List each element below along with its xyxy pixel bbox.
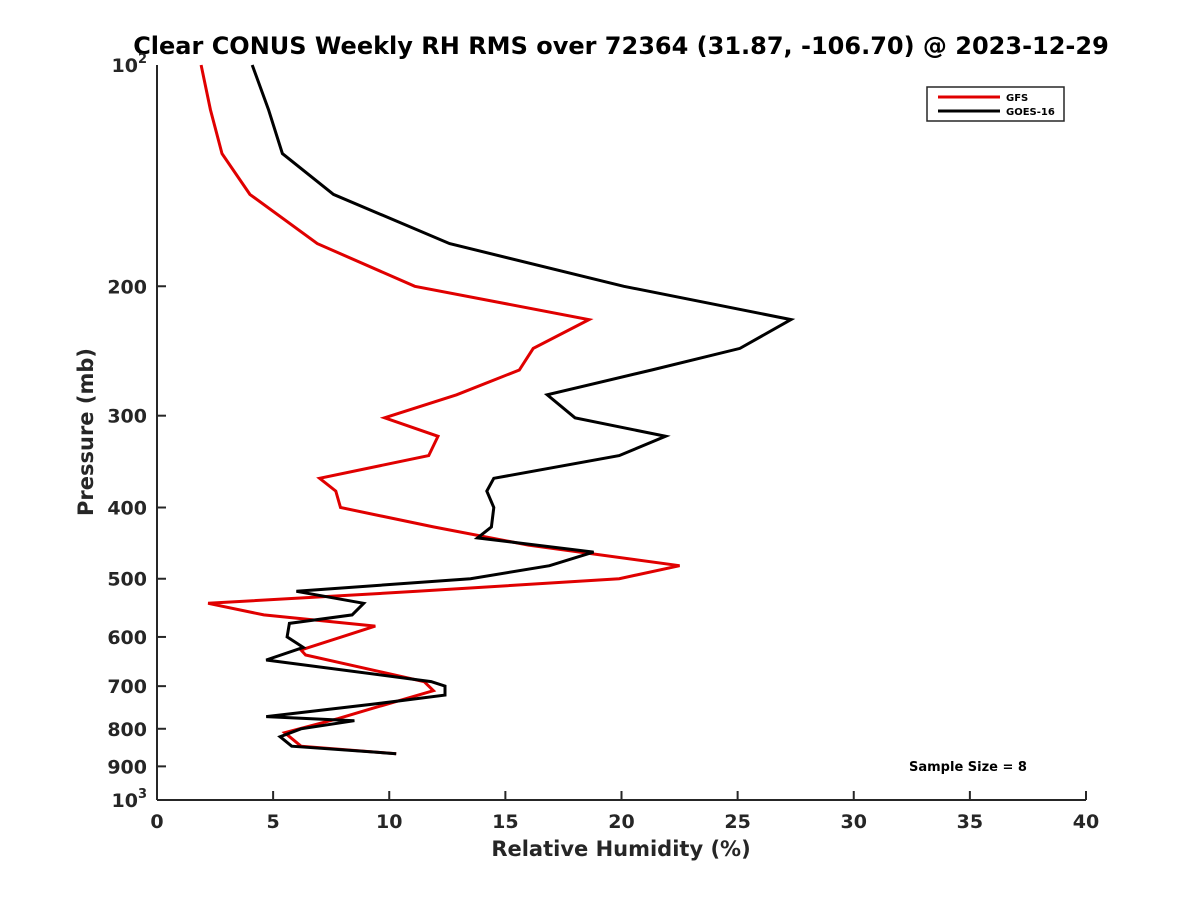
y-tick-label: 600 (107, 627, 147, 649)
y-tick-label: 300 (107, 406, 147, 428)
x-tick-label: 10 (376, 811, 402, 833)
legend: GFS GOES-16 (926, 86, 1065, 122)
y-tick-label: 900 (107, 756, 147, 778)
sample-size-annotation: Sample Size = 8 (909, 760, 1027, 775)
x-tick-label: 0 (150, 811, 163, 833)
y-tick-label-power: 103 (112, 787, 148, 812)
plot-area: 0 5 10 15 20 25 30 35 40 200 300 400 500 600 700 800 90… (107, 52, 1099, 833)
series-line-goes-16 (250, 64, 796, 756)
y-tick-label: 800 (107, 719, 147, 741)
series-line-gfs (199, 64, 680, 756)
series-lines (199, 64, 796, 756)
x-tick-label: 30 (841, 811, 867, 833)
y-tick-label-power: 102 (112, 52, 148, 77)
x-tick-label: 20 (608, 811, 634, 833)
legend-label: GOES-16 (1006, 107, 1055, 118)
y-tick-label: 700 (107, 676, 147, 698)
legend-box (926, 86, 1065, 122)
y-tick-label: 400 (107, 498, 147, 520)
legend-label: GFS (1006, 93, 1028, 104)
x-axis-ticks: 0 5 10 15 20 25 30 35 40 (150, 791, 1099, 833)
x-tick-label: 35 (957, 811, 983, 833)
y-tick-label: 500 (107, 569, 147, 591)
x-tick-label: 15 (492, 811, 518, 833)
x-axis-label: Relative Humidity (%) (491, 837, 750, 861)
x-tick-label: 25 (724, 811, 750, 833)
x-tick-label: 5 (267, 811, 280, 833)
y-tick-label: 200 (107, 276, 147, 298)
x-tick-label: 40 (1073, 811, 1099, 833)
y-axis-ticks: 200 300 400 500 600 700 800 900 102 103 (107, 52, 166, 812)
y-axis-label: Pressure (mb) (74, 348, 98, 516)
chart-title: Clear CONUS Weekly RH RMS over 72364 (31… (133, 32, 1109, 60)
